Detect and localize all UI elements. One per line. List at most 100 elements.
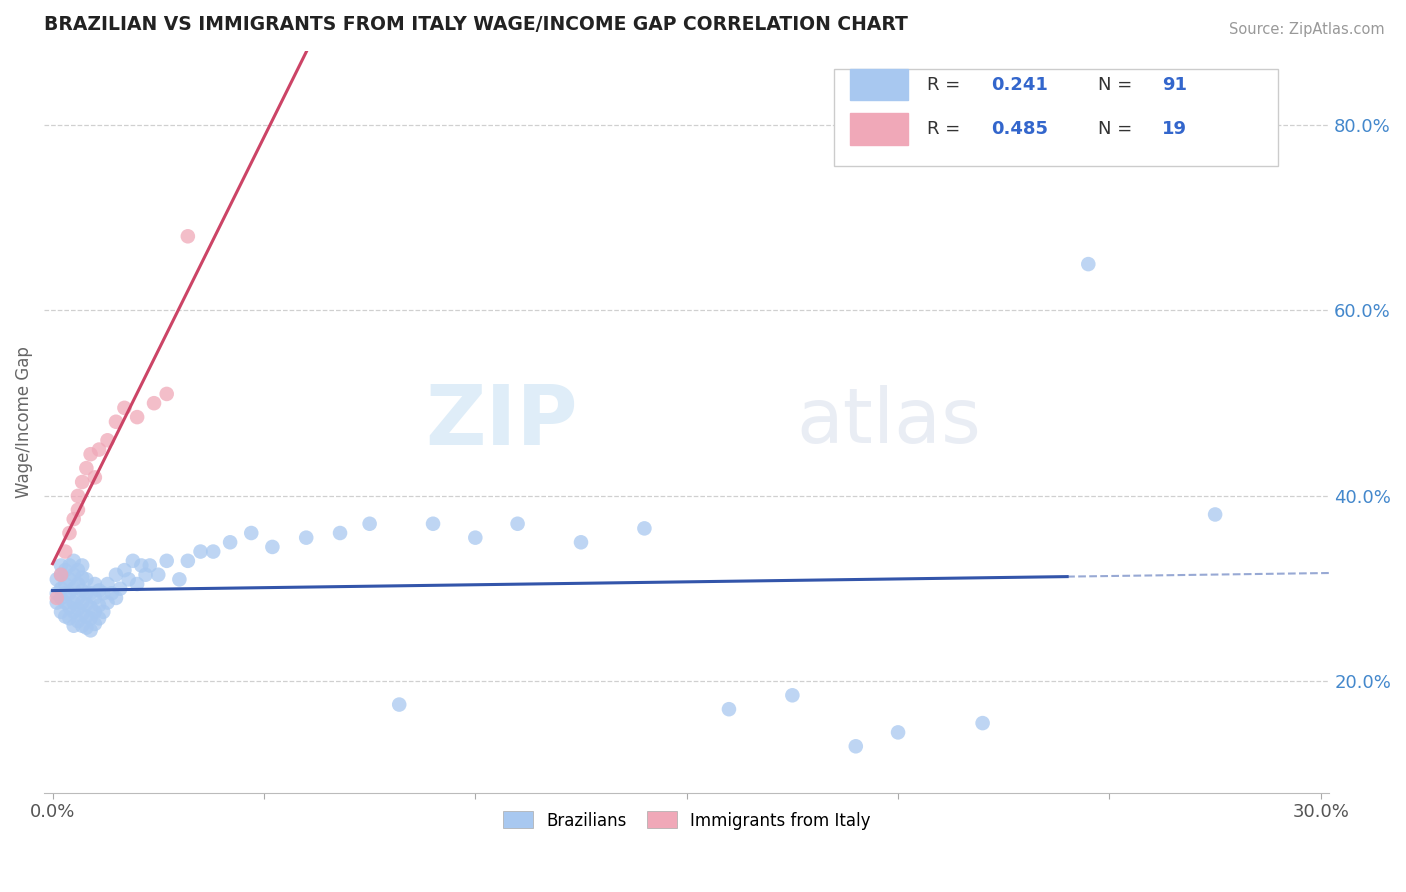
Point	[70, 583, 93, 598]
Point	[79, 600, 101, 615]
Point	[87, 599, 110, 613]
Point	[53, 544, 76, 558]
Point	[717, 702, 740, 716]
Point	[422, 516, 444, 531]
Text: 19: 19	[1163, 120, 1187, 138]
Point	[633, 521, 655, 535]
Point	[177, 554, 200, 568]
Point	[122, 554, 145, 568]
Point	[83, 591, 105, 605]
Point	[1204, 508, 1226, 522]
Bar	[849, 113, 908, 145]
Point	[79, 624, 101, 638]
Point	[53, 586, 76, 600]
Point	[96, 596, 118, 610]
Point	[96, 577, 118, 591]
Point	[156, 554, 179, 568]
Point	[70, 619, 93, 633]
Point	[58, 526, 80, 541]
Point	[388, 698, 411, 712]
Point	[45, 586, 67, 600]
Point	[464, 531, 486, 545]
Point	[75, 609, 97, 624]
Point	[240, 526, 263, 541]
Point	[66, 614, 89, 628]
Point	[1077, 257, 1099, 271]
Point	[62, 512, 84, 526]
Point	[202, 544, 225, 558]
Point	[62, 605, 84, 619]
Point	[135, 567, 157, 582]
Point	[845, 739, 868, 754]
Point	[58, 600, 80, 615]
Y-axis label: Wage/Income Gap: Wage/Income Gap	[15, 346, 32, 498]
Point	[104, 567, 127, 582]
Point	[83, 605, 105, 619]
Point	[75, 621, 97, 635]
Point	[62, 582, 84, 596]
Point	[143, 396, 166, 410]
Text: 0.241: 0.241	[991, 76, 1047, 94]
Point	[53, 609, 76, 624]
Point	[49, 582, 72, 596]
Point	[83, 616, 105, 631]
Point	[79, 586, 101, 600]
Point	[49, 558, 72, 573]
Point	[70, 475, 93, 489]
Point	[104, 415, 127, 429]
Point	[108, 582, 131, 596]
Text: N =: N =	[1098, 120, 1137, 138]
Point	[79, 447, 101, 461]
Point	[66, 602, 89, 616]
Point	[53, 563, 76, 577]
Point	[75, 461, 97, 475]
Point	[359, 516, 381, 531]
Point	[114, 563, 136, 577]
Point	[96, 434, 118, 448]
Point	[49, 567, 72, 582]
Point	[972, 716, 994, 731]
Point	[118, 573, 141, 587]
Legend: Brazilians, Immigrants from Italy: Brazilians, Immigrants from Italy	[496, 805, 877, 836]
Point	[58, 558, 80, 573]
Point	[62, 619, 84, 633]
Point	[104, 591, 127, 605]
Point	[83, 577, 105, 591]
Point	[66, 577, 89, 591]
Point	[190, 544, 212, 558]
Text: ZIP: ZIP	[425, 381, 578, 462]
Point	[87, 583, 110, 598]
Text: 0.485: 0.485	[991, 120, 1049, 138]
Point	[169, 573, 191, 587]
Point	[79, 611, 101, 625]
Point	[148, 567, 170, 582]
Point	[100, 586, 122, 600]
Point	[53, 596, 76, 610]
Point	[62, 596, 84, 610]
Point	[156, 387, 179, 401]
Point	[91, 586, 114, 600]
Point	[75, 573, 97, 587]
Text: BRAZILIAN VS IMMIGRANTS FROM ITALY WAGE/INCOME GAP CORRELATION CHART: BRAZILIAN VS IMMIGRANTS FROM ITALY WAGE/…	[44, 15, 908, 34]
Point	[66, 563, 89, 577]
Point	[45, 591, 67, 605]
Point	[329, 526, 352, 541]
Point	[87, 611, 110, 625]
Point	[219, 535, 242, 549]
Point	[87, 442, 110, 457]
Point	[62, 567, 84, 582]
Text: atlas: atlas	[796, 384, 981, 458]
Point	[295, 531, 318, 545]
Point	[91, 605, 114, 619]
Point	[131, 558, 153, 573]
FancyBboxPatch shape	[835, 70, 1278, 166]
Point	[506, 516, 529, 531]
Point	[53, 577, 76, 591]
Point	[66, 503, 89, 517]
Point	[58, 573, 80, 587]
Point	[127, 410, 149, 425]
Point	[49, 567, 72, 582]
Point	[70, 570, 93, 584]
Point	[66, 489, 89, 503]
Bar	[849, 69, 908, 100]
